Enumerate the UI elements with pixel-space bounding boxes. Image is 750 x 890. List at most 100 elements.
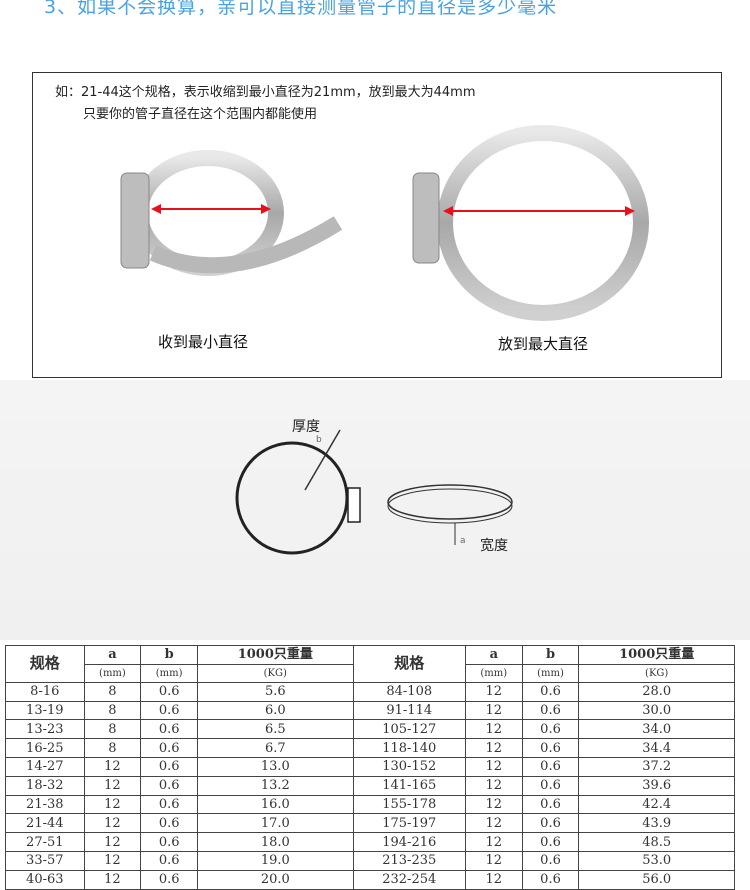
cell-spec: 18-32 [5,775,85,796]
cell-spec: 27-51 [5,832,85,852]
caption-max-diameter: 放到最大直径 [498,335,589,353]
cell-a: 12 [464,719,523,740]
cell-b: 0.6 [521,719,580,740]
unit-a: (mm) [464,663,523,683]
clamp-diagram [235,429,513,555]
header-a: a [464,645,523,665]
header-weight: 1000只重量 [197,645,354,665]
cell-spec: 8-16 [5,681,85,702]
cell-b: 0.6 [140,756,199,777]
cell-weight: 19.0 [197,850,354,871]
clamp-photos [120,125,649,321]
table-row: 14-27 12 0.6 13.0 130-152 12 0.6 37.2 [5,756,735,777]
cell-weight: 18.0 [197,832,354,852]
header-b: b [521,645,580,665]
cell-b: 0.6 [140,775,199,796]
cell-weight: 28.0 [578,681,735,702]
cell-a: 12 [83,756,142,777]
cell-a: 12 [464,850,523,871]
header-weight: 1000只重量 [578,645,735,665]
unit-weight: (KG) [197,663,354,683]
table-row: 33-57 12 0.6 19.0 213-235 12 0.6 53.0 [5,850,735,871]
unit-a: (mm) [83,663,142,683]
cell-weight: 5.6 [197,681,354,702]
cell-spec: 213-235 [352,850,466,871]
width-symbol: a [460,536,466,546]
cell-a: 8 [83,681,142,702]
unit-b: (mm) [140,663,199,683]
cell-spec: 14-27 [5,756,85,777]
cell-b: 0.6 [140,719,199,740]
cell-weight: 56.0 [578,869,735,890]
unit-b: (mm) [521,663,580,683]
clamp-max-image [412,125,649,321]
dimension-diagram: 厚度 b a 宽度 [0,380,750,640]
thickness-label: 厚度 [292,419,320,435]
cell-b: 0.6 [521,775,580,796]
cell-spec: 21-44 [5,813,85,834]
cell-b: 0.6 [521,832,580,852]
caption-min-diameter: 收到最小直径 [158,333,249,351]
cell-b: 0.6 [140,794,199,815]
cell-b: 0.6 [140,832,199,852]
cell-weight: 53.0 [578,850,735,871]
cell-a: 12 [83,850,142,871]
cell-spec: 175-197 [352,813,466,834]
cell-b: 0.6 [140,850,199,871]
cell-a: 8 [83,719,142,740]
cell-spec: 21-38 [5,794,85,815]
cell-b: 0.6 [521,813,580,834]
cell-weight: 13.0 [197,756,354,777]
cell-spec: 84-108 [352,681,466,702]
cell-a: 12 [464,832,523,852]
cell-a: 12 [464,794,523,815]
cell-b: 0.6 [140,813,199,834]
table-row: 18-32 12 0.6 13.2 141-165 12 0.6 39.6 [5,775,735,796]
cell-spec: 105-127 [352,719,466,740]
table-row: 21-38 12 0.6 16.0 155-178 12 0.6 42.4 [5,794,735,815]
cell-weight: 20.0 [197,869,354,890]
example-note-2: 只要你的管子直径在这个范围内都能使用 [83,107,318,122]
cell-a: 8 [83,700,142,721]
cell-b: 0.6 [521,738,580,758]
clamp-min-image [120,150,343,276]
width-label: 宽度 [480,538,508,554]
cell-spec: 13-23 [5,719,85,740]
cell-weight: 37.2 [578,756,735,777]
table-row: 27-51 12 0.6 18.0 194-216 12 0.6 48.5 [5,832,735,852]
header-spec: 规格 [352,645,466,683]
cell-a: 12 [83,832,142,852]
example-box: 如：21-44这个规格，表示收缩到最小直径为21mm，放到最大为44mm 只要你… [32,72,722,378]
section-title: 3、如果不会换算，亲可以直接测量管子的直径是多少毫米 [44,0,558,18]
cell-a: 12 [83,794,142,815]
cell-a: 12 [83,869,142,890]
cell-weight: 17.0 [197,813,354,834]
cell-weight: 34.0 [578,719,735,740]
table-row: 16-25 8 0.6 6.7 118-140 12 0.6 34.4 [5,738,735,758]
header-a: a [83,645,142,665]
cell-weight: 34.4 [578,738,735,758]
cell-a: 12 [83,775,142,796]
cell-a: 12 [464,738,523,758]
thickness-symbol: b [316,435,322,445]
cell-weight: 6.5 [197,719,354,740]
cell-spec: 118-140 [352,738,466,758]
table-row: 21-44 12 0.6 17.0 175-197 12 0.6 43.9 [5,813,735,834]
cell-weight: 42.4 [578,794,735,815]
spec-table: 规格 a b 1000只重量 规格 a b 1000只重量 (mm) (mm) … [5,645,735,890]
cell-b: 0.6 [140,681,199,702]
header-spec: 规格 [5,645,85,683]
table-row: 13-19 8 0.6 6.0 91-114 12 0.6 30.0 [5,700,735,721]
table-row: 40-63 12 0.6 20.0 232-254 12 0.6 56.0 [5,869,735,890]
cell-a: 12 [464,700,523,721]
cell-spec: 130-152 [352,756,466,777]
cell-spec: 232-254 [352,869,466,890]
cell-a: 12 [464,756,523,777]
cell-a: 12 [464,681,523,702]
cell-weight: 30.0 [578,700,735,721]
cell-b: 0.6 [140,738,199,758]
cell-b: 0.6 [521,681,580,702]
cell-spec: 91-114 [352,700,466,721]
cell-weight: 13.2 [197,775,354,796]
cell-weight: 43.9 [578,813,735,834]
